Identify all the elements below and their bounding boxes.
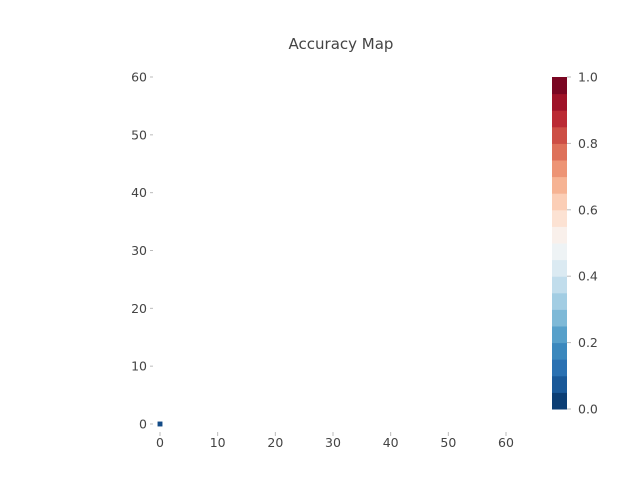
colorbar-segment	[552, 359, 567, 377]
colorbar-segment	[552, 276, 567, 294]
colorbar-segment	[552, 342, 567, 360]
colorbar-segment	[552, 375, 567, 393]
x-tick-label: 60	[498, 435, 514, 450]
heatmap-cell	[157, 421, 163, 427]
chart-title: Accuracy Map	[289, 35, 394, 53]
y-axis: 0 10 20 30 40 50 60	[131, 70, 153, 432]
colorbar-tick-label: 0.2	[578, 335, 598, 350]
colorbar-segment	[552, 259, 567, 277]
colorbar-segment	[552, 176, 567, 194]
y-tick-label: 0	[139, 417, 147, 432]
colorbar-tick-label: 0.8	[578, 136, 598, 151]
x-tick-label: 40	[383, 435, 399, 450]
x-tick-label: 50	[440, 435, 456, 450]
y-tick-label: 50	[131, 127, 147, 142]
colorbar-segment	[552, 292, 567, 310]
colorbar-segment	[552, 160, 567, 178]
y-tick-label: 40	[131, 185, 147, 200]
y-tick-label: 30	[131, 243, 147, 258]
colorbar-segment	[552, 226, 567, 244]
colorbar-segment	[552, 110, 567, 128]
y-tick-label: 10	[131, 359, 147, 374]
colorbar-tick-label: 0.0	[578, 402, 598, 417]
colorbar-segment	[552, 77, 567, 95]
colorbar-segment	[552, 93, 567, 111]
colorbar	[552, 77, 567, 410]
x-tick-label: 20	[267, 435, 283, 450]
x-tick-label: 0	[156, 435, 164, 450]
y-tick-label: 20	[131, 301, 147, 316]
x-tick-label: 10	[210, 435, 226, 450]
colorbar-segment	[552, 193, 567, 211]
colorbar-segment	[552, 392, 567, 410]
x-axis: 0 10 20 30 40 50 60	[156, 432, 514, 450]
colorbar-segment	[552, 243, 567, 261]
colorbar-segment	[552, 126, 567, 144]
colorbar-tick-label: 1.0	[578, 70, 598, 85]
colorbar-tick-label: 0.6	[578, 202, 598, 217]
colorbar-segment	[552, 143, 567, 161]
plot-area	[157, 421, 163, 427]
colorbar-segment	[552, 209, 567, 227]
y-tick-label: 60	[131, 70, 147, 85]
colorbar-segment	[552, 326, 567, 344]
colorbar-axis: 0.0 0.2 0.4 0.6 0.8 1.0	[567, 70, 598, 417]
x-tick-label: 30	[325, 435, 341, 450]
colorbar-segment	[552, 309, 567, 327]
colorbar-tick-label: 0.4	[578, 269, 598, 284]
